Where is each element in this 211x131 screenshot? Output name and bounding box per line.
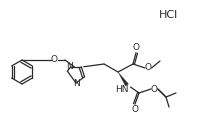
Text: O: O bbox=[50, 56, 58, 64]
Text: HCl: HCl bbox=[158, 10, 178, 20]
Text: O: O bbox=[150, 84, 157, 94]
Text: HN: HN bbox=[115, 84, 129, 94]
Text: O: O bbox=[133, 43, 139, 53]
Text: O: O bbox=[145, 64, 151, 72]
Text: N: N bbox=[66, 62, 73, 71]
Text: N: N bbox=[73, 80, 79, 89]
Polygon shape bbox=[118, 72, 128, 86]
Text: O: O bbox=[131, 105, 138, 113]
